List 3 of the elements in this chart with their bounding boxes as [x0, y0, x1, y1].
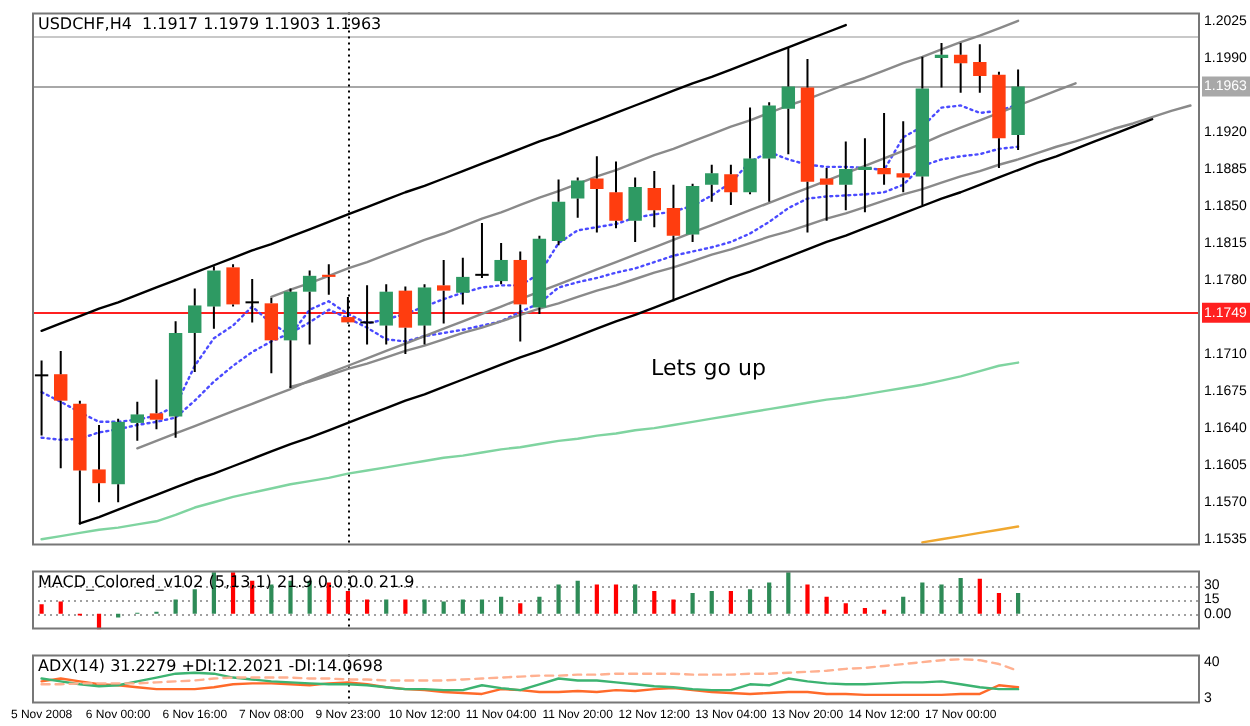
chart-title: ADX(14) 31.2279 +DI:12.2021 -DI:14.0698 [38, 656, 383, 675]
chart-title: USDCHF,H4 1.1917 1.1979 1.1903 1.1963 [38, 14, 382, 33]
annotation: Lets go up [651, 355, 766, 382]
